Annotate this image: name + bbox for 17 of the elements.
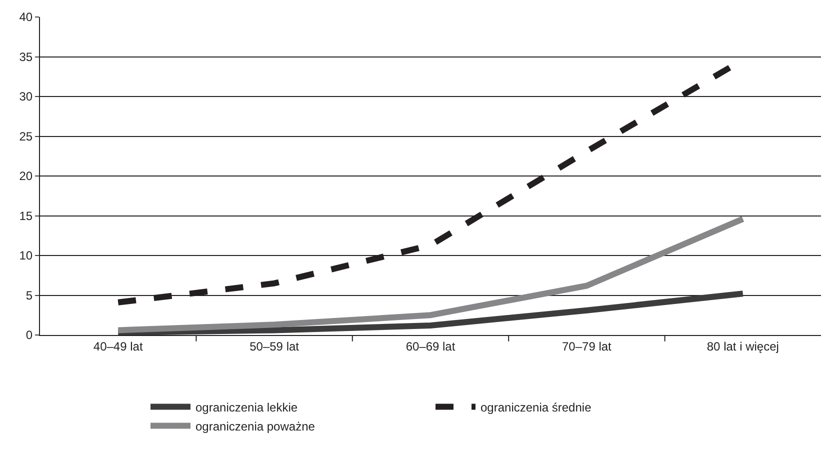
y-tick-label: 20 — [19, 169, 33, 184]
x-tick-label: 40–49 lat — [93, 339, 144, 354]
y-tick-label: 30 — [19, 90, 33, 104]
x-tick-label: 80 lat i więcej — [706, 339, 779, 354]
legend-label: ograniczenia średnie — [480, 400, 592, 414]
legend-label: ograniczenia lekkie — [196, 400, 298, 414]
legend-label: ograniczenia poważne — [196, 419, 316, 434]
y-tick-label: 10 — [19, 248, 33, 263]
y-tick-label: 25 — [19, 129, 33, 144]
y-tick-label: 0 — [26, 328, 33, 342]
y-tick-label: 15 — [19, 208, 33, 223]
y-tick-label: 40 — [19, 10, 33, 24]
x-tick-label: 70–79 lat — [562, 339, 612, 354]
x-tick-label: 50–59 lat — [250, 339, 300, 354]
x-tick-label: 60–69 lat — [406, 339, 456, 354]
y-tick-label: 35 — [19, 50, 33, 64]
y-tick-label: 5 — [26, 288, 33, 302]
